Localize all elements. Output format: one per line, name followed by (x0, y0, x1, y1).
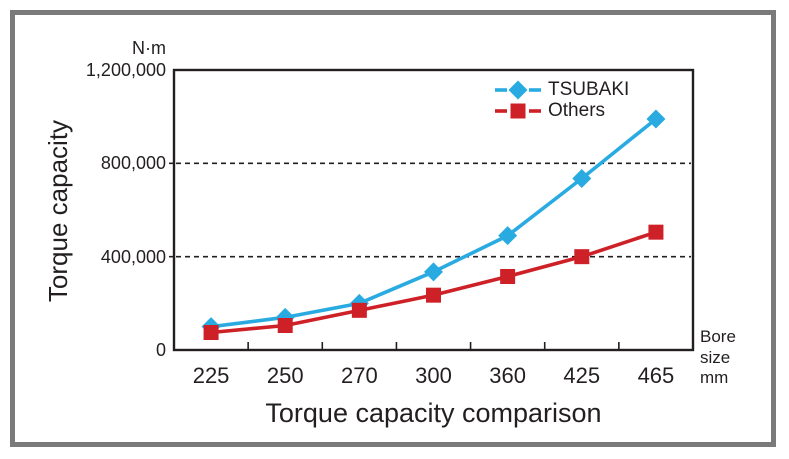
x-tick-label: 300 (415, 363, 452, 388)
x-tick-label: 270 (340, 363, 378, 388)
legend-label-tsubaki: TSUBAKI (548, 79, 630, 100)
x-tick-label: 250 (266, 363, 304, 388)
x-axis-unit-label: Bore size mm (700, 327, 736, 387)
y-tick-label: 400,000 (100, 246, 166, 267)
y-tick-label: 0 (155, 340, 166, 360)
tsubaki-line-marker-icon (495, 80, 541, 99)
y-tick-label: 800,000 (100, 153, 166, 174)
x-tick-label: 425 (563, 363, 601, 388)
data-point-others (351, 302, 367, 318)
legend-marker-glyph (510, 103, 526, 118)
x-tick-label: 465 (637, 363, 675, 388)
y-tick-label: 1,200,000 (85, 60, 166, 80)
data-point-others (648, 224, 664, 240)
legend: TSUBAKI Others (494, 79, 629, 121)
x-tick-label: 360 (489, 363, 526, 388)
data-point-tsubaki (498, 226, 518, 246)
others-line-marker-icon (495, 103, 541, 118)
data-point-tsubaki (572, 169, 592, 188)
legend-marker-glyph (508, 80, 528, 99)
legend-item-others: Others (494, 100, 629, 121)
data-point-tsubaki (646, 109, 666, 129)
y-axis-unit-label: N·m (132, 38, 166, 58)
data-point-others (500, 269, 516, 284)
plot-border (172, 68, 695, 352)
legend-item-tsubaki: TSUBAKI (494, 79, 629, 100)
data-point-others (426, 287, 441, 303)
outer-frame (10, 10, 776, 447)
legend-label-others: Others (548, 100, 606, 121)
chart-title: Torque capacity comparison (265, 398, 602, 428)
data-point-others (277, 318, 293, 333)
data-point-others (574, 249, 590, 265)
data-point-others (203, 325, 219, 340)
x-tick-label: 225 (192, 363, 230, 388)
data-point-tsubaki (424, 262, 443, 282)
